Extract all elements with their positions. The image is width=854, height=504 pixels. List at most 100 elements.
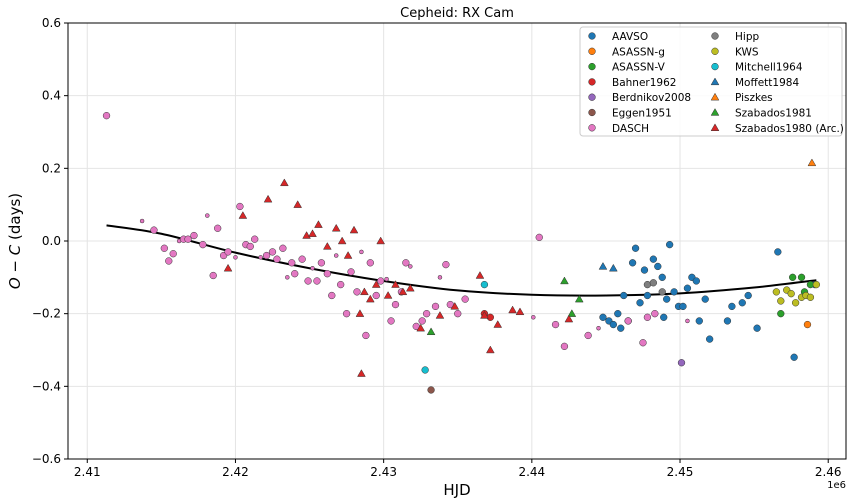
data-point (728, 302, 736, 311)
data-point (683, 284, 692, 292)
series-11 (807, 158, 817, 167)
data-point (402, 259, 410, 267)
data-point (280, 178, 289, 187)
data-point (797, 273, 806, 281)
y-tick-label: −0.2 (32, 307, 61, 321)
data-point (643, 313, 652, 321)
y-axis-label-main: O − C (6, 244, 24, 289)
legend-entry-label: Moffett1984 (735, 77, 799, 89)
data-point (564, 314, 574, 323)
data-point (812, 280, 821, 289)
fit-curve (106, 224, 817, 297)
data-point (596, 325, 601, 331)
data-point (236, 202, 244, 211)
series-9 (421, 280, 489, 374)
y-tick-label: 0.2 (42, 161, 61, 175)
data-point (205, 213, 210, 218)
data-point (486, 345, 495, 354)
data-point (357, 369, 366, 377)
data-point (651, 310, 659, 318)
data-point (421, 366, 429, 374)
data-point (365, 294, 375, 303)
data-point (658, 288, 666, 296)
data-point (791, 299, 800, 307)
y-tick-label: −0.4 (32, 379, 61, 393)
data-point (224, 248, 232, 256)
data-point (450, 301, 460, 310)
legend-marker (588, 62, 596, 71)
data-point (609, 320, 617, 329)
legend-entry-label: Mitchell1964 (735, 62, 803, 74)
data-point (262, 251, 271, 260)
legend-marker (588, 93, 596, 101)
data-point (531, 315, 536, 320)
data-point (366, 259, 374, 267)
data-point (184, 235, 192, 243)
data-point (288, 259, 296, 267)
series-7 (643, 279, 666, 296)
legend: AAVSO ASASSN-g ASASSN-V Bahner1962 Berdnikov… (579, 26, 844, 137)
data-point (772, 288, 781, 296)
data-point (317, 259, 326, 267)
data-point (431, 302, 440, 311)
data-point (614, 310, 622, 318)
data-point (377, 277, 385, 285)
legend-entry-label: DASCH (612, 123, 649, 135)
legend-marker (588, 124, 596, 132)
data-point (806, 293, 815, 301)
data-point (422, 310, 431, 318)
series-10 (598, 262, 618, 272)
data-point (636, 299, 644, 307)
data-point (150, 226, 158, 234)
data-point (251, 235, 259, 243)
data-point (609, 263, 618, 272)
data-point (706, 335, 714, 343)
data-point (233, 255, 238, 260)
y-axis-label-unit: (days) (6, 193, 24, 245)
data-point (640, 266, 649, 274)
legend-entry-label: ASASSN-g (612, 46, 665, 58)
fit-curve-layer (106, 224, 817, 297)
data-point (360, 287, 369, 296)
data-point (803, 320, 812, 329)
legend-entry-label: Bahner1962 (612, 77, 676, 89)
data-point (258, 255, 263, 260)
data-point (624, 317, 632, 325)
data-point (416, 323, 426, 332)
data-point (405, 283, 415, 292)
data-point (787, 290, 795, 298)
data-point (372, 291, 380, 300)
legend-entry-label: Hipp (735, 31, 759, 43)
series-6 (102, 112, 690, 351)
data-point (723, 317, 732, 325)
x-tick-label: 2.41 (74, 465, 101, 479)
data-point (199, 240, 207, 249)
data-point (701, 295, 709, 303)
data-point (738, 299, 746, 307)
data-point (461, 295, 469, 303)
data-point (139, 218, 145, 224)
data-point (308, 229, 317, 237)
data-point (362, 331, 370, 340)
legend-marker (588, 47, 596, 55)
legend-entry-label: ASASSN-V (612, 62, 666, 74)
data-point (387, 317, 395, 325)
data-point (508, 305, 517, 314)
data-point (359, 249, 364, 255)
data-point (480, 311, 489, 319)
data-point (598, 262, 608, 270)
data-point (649, 255, 658, 263)
legend-entry-label: KWS (735, 46, 759, 58)
data-point (268, 248, 277, 256)
data-point (774, 248, 782, 256)
data-point (790, 353, 798, 361)
data-point (223, 263, 233, 272)
x-tick-label: 2.45 (667, 465, 694, 479)
data-point (599, 313, 607, 321)
legend-marker (588, 32, 596, 40)
data-point (102, 112, 111, 120)
data-point (337, 236, 347, 245)
data-point (391, 280, 400, 288)
data-point (692, 277, 700, 285)
